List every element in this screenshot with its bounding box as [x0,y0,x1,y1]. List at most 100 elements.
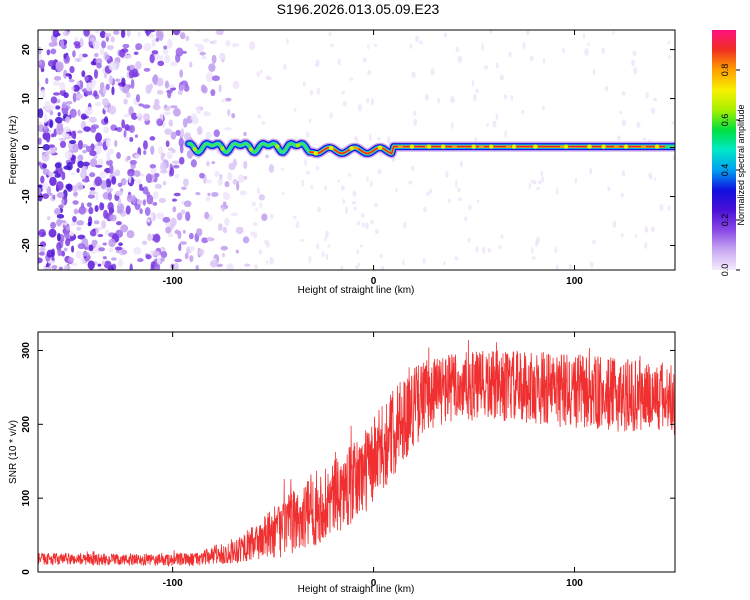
noise-blob [202,38,210,43]
noise-blob [58,219,67,224]
noise-blob [54,173,62,178]
ridge-knot [471,144,476,149]
noise-blob [107,192,113,201]
noise-blob [170,105,178,109]
faint-blob [476,199,480,204]
noise-blob [93,220,100,225]
noise-blob [95,144,102,155]
faint-blob [652,98,658,102]
noise-blob [250,231,254,237]
faint-blob [329,112,333,119]
faint-blob [634,233,638,238]
noise-blob [93,69,99,79]
noise-blob [96,62,102,69]
faint-blob [474,136,478,143]
noise-blob [145,173,153,183]
noise-blob [156,257,161,265]
ridge-knot [220,146,225,151]
noise-blob [104,32,112,38]
faint-blob [607,186,611,192]
faint-blob [354,135,358,141]
noise-blob [264,154,270,159]
noise-blob [74,44,81,49]
faint-blob [642,137,647,141]
faint-blob [422,206,427,213]
noise-blob [129,136,134,143]
noise-blob [143,42,152,52]
noise-blob [227,171,233,181]
noise-blob [172,107,181,117]
faint-blob [360,212,365,219]
noise-blob [71,155,76,165]
faint-blob [267,76,272,81]
noise-blob [63,165,71,170]
faint-blob [457,187,461,193]
noise-blob [184,252,189,260]
noise-blob [82,251,90,257]
noise-blob [47,59,55,67]
noise-blob [133,51,139,56]
noise-blob [40,175,45,184]
noise-blob [211,54,217,64]
y-tick-label: 20 [21,44,32,56]
noise-blob [47,260,56,264]
noise-blob [221,206,225,212]
faint-blob [492,120,497,128]
noise-blob [82,149,87,154]
noise-blob [167,232,174,238]
noise-blob [53,92,61,96]
noise-blob [105,178,112,188]
noise-blob [139,187,145,191]
faint-blob [292,215,297,220]
noise-blob [157,60,165,67]
faint-blob [316,87,321,95]
noise-blob [212,39,218,44]
snr-x-ticks: -100 0 100 [163,332,583,589]
ridge-knot [248,147,254,152]
colorbar-scale [712,30,736,270]
faint-blob [349,77,354,81]
noise-blob [180,128,185,138]
spectrogram-frame [37,29,676,271]
noise-blob [164,54,171,64]
faint-blob [342,198,346,204]
spectrogram-x-axis-label: Height of straight line (km) [298,285,415,296]
faint-blob [269,213,274,220]
noise-blob [123,98,128,105]
faint-blob [329,43,334,48]
noise-blob [189,255,194,263]
noise-blob [95,101,102,107]
faint-blob [348,173,352,177]
noise-blob [231,112,236,119]
noise-blob [90,158,98,168]
noise-blob [135,61,142,70]
faint-blob [621,170,626,177]
faint-blob [592,240,597,245]
ridge-knot [313,151,318,156]
faint-blob [428,188,433,194]
noise-blob [105,187,114,192]
noise-blob [127,171,134,177]
faint-blob [630,59,636,67]
faint-blob [542,105,545,111]
faint-blob [632,50,637,57]
faint-blob [443,32,448,38]
noise-blob [50,48,57,55]
faint-blob [620,192,625,198]
noise-blob [206,179,213,184]
noise-blob [207,192,211,196]
noise-blob [89,40,93,47]
noise-blob [55,116,63,124]
faint-blob [473,93,477,102]
faint-blob [364,222,369,230]
faint-blob [582,33,586,39]
noise-blob [269,256,274,265]
noise-blob [104,229,110,236]
faint-blob [411,71,416,79]
faint-blob [454,256,459,261]
noise-blob [118,258,124,268]
noise-blob [101,220,107,229]
noise-blob [166,89,173,94]
noise-blob [205,196,211,202]
noise-blob [46,49,51,56]
